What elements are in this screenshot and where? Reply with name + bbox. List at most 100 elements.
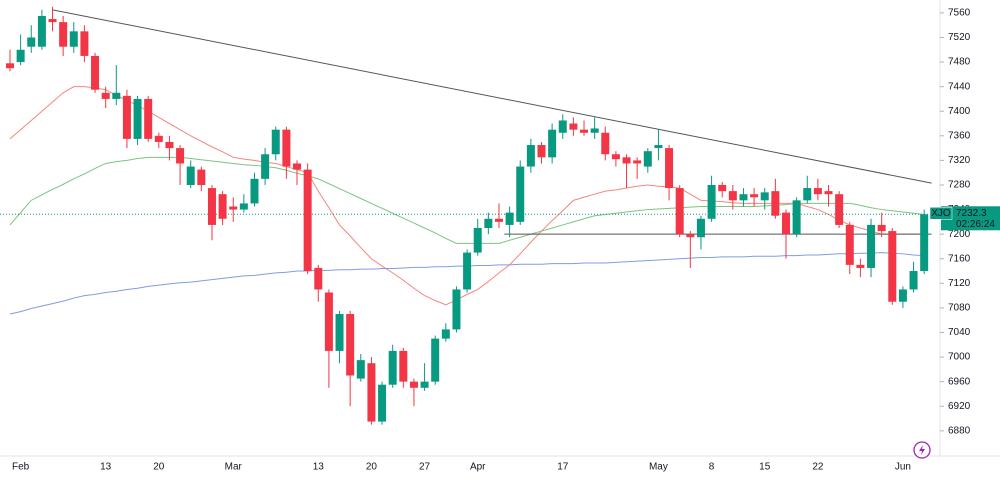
candle-body xyxy=(654,145,663,149)
candle-body xyxy=(303,169,312,272)
x-tick-label: 8 xyxy=(709,462,715,473)
candle-body xyxy=(239,203,248,210)
candle-body xyxy=(898,289,907,302)
candle-body xyxy=(197,169,206,185)
candle-body xyxy=(813,188,822,195)
candle-body xyxy=(261,154,270,179)
last-price: 7232.3 xyxy=(956,208,987,219)
candle-body xyxy=(207,188,216,225)
candle-body xyxy=(803,188,812,201)
y-tick-label: 7160 xyxy=(948,253,971,264)
y-tick-label: 7400 xyxy=(948,106,971,117)
candle-body xyxy=(505,212,514,225)
candle-body xyxy=(335,314,344,351)
candle-body xyxy=(154,135,163,142)
candle-body xyxy=(526,145,535,167)
x-tick-label: Mar xyxy=(225,462,243,473)
candle-body xyxy=(590,128,599,133)
x-tick-label: 13 xyxy=(313,462,325,473)
candle-body xyxy=(856,264,865,268)
x-tick-label: 15 xyxy=(759,462,771,473)
candle-body xyxy=(569,123,578,130)
y-tick-label: 6920 xyxy=(948,401,971,412)
candle-body xyxy=(314,267,323,290)
symbol: XJO xyxy=(931,208,951,219)
candle-body xyxy=(80,31,89,56)
candle-body xyxy=(494,218,503,222)
candle-body xyxy=(16,49,25,63)
candle-body xyxy=(696,218,705,238)
candle-body xyxy=(388,350,397,385)
y-tick-label: 7360 xyxy=(948,130,971,141)
candle-body xyxy=(728,191,737,201)
alert-icon-bolt xyxy=(919,445,925,455)
candle-body xyxy=(27,37,36,47)
trendline xyxy=(52,9,932,184)
x-tick-label: 20 xyxy=(153,462,165,473)
candle-body xyxy=(920,214,929,272)
candle-body xyxy=(877,224,886,232)
candle-body xyxy=(548,129,557,158)
candle-body xyxy=(537,145,546,158)
candle-body xyxy=(176,148,185,164)
x-tick-label: 22 xyxy=(812,462,824,473)
y-tick-label: 7280 xyxy=(948,180,971,191)
candle-body xyxy=(611,154,620,160)
candle-body xyxy=(293,163,302,170)
candle-body xyxy=(91,55,100,90)
candle-body xyxy=(101,92,110,99)
y-tick-label: 7000 xyxy=(948,352,971,363)
candle-body xyxy=(771,191,780,216)
candle-body xyxy=(781,212,790,235)
candle-body xyxy=(409,381,418,388)
candle-body xyxy=(750,194,759,198)
y-tick-label: 6960 xyxy=(948,376,971,387)
y-tick-label: 7200 xyxy=(948,229,971,240)
candle-body xyxy=(186,166,195,185)
candle-body xyxy=(367,363,376,422)
symbol-box xyxy=(929,207,953,220)
x-tick-label: 20 xyxy=(366,462,378,473)
candle-body xyxy=(271,129,280,155)
y-tick-label: 7120 xyxy=(948,278,971,289)
candle-body xyxy=(665,148,674,189)
candle-body xyxy=(824,191,833,195)
candle-body xyxy=(250,178,259,204)
candle-body xyxy=(59,22,68,47)
candle-body xyxy=(133,98,142,139)
candle-body xyxy=(792,200,801,235)
candle-body xyxy=(484,218,493,228)
x-tick-label: 13 xyxy=(100,462,112,473)
candle-body xyxy=(888,231,897,302)
candle-body xyxy=(144,98,153,139)
candle-body xyxy=(420,381,429,388)
candle-body xyxy=(601,132,610,155)
candle-body xyxy=(122,95,131,139)
candle-body xyxy=(69,31,78,47)
candle-body xyxy=(6,63,14,69)
candle-body xyxy=(452,289,461,330)
candle-body xyxy=(686,234,695,238)
candle-body xyxy=(165,141,174,149)
x-tick-label: 17 xyxy=(557,462,569,473)
y-tick-label: 7520 xyxy=(948,32,971,43)
candle-body xyxy=(909,271,918,290)
y-tick-label: 7560 xyxy=(948,8,971,19)
candle-body xyxy=(739,194,748,201)
y-tick-label: 7320 xyxy=(948,155,971,166)
candle-body xyxy=(356,360,365,379)
candle-body xyxy=(431,338,440,382)
y-tick-label: 7080 xyxy=(948,303,971,314)
candle-body xyxy=(48,19,57,23)
candle-body xyxy=(633,160,642,164)
candle-body xyxy=(441,329,450,339)
candle-body xyxy=(324,292,333,351)
candle-body xyxy=(580,129,589,133)
candle-body xyxy=(867,224,876,268)
candle-body xyxy=(718,184,727,192)
candle-body xyxy=(37,15,46,47)
candle-body xyxy=(282,129,291,167)
candle-body xyxy=(346,314,355,376)
candle-body xyxy=(473,228,482,253)
